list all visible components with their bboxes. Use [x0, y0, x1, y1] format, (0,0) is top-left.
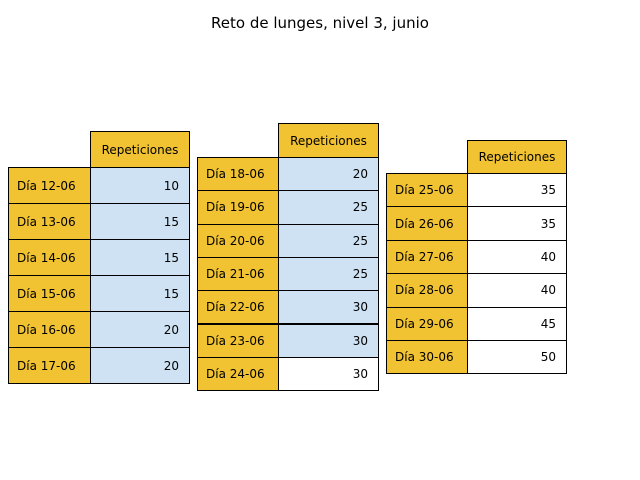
row-label: Día 27-06 [386, 239, 468, 275]
row-label: Día 24-06 [197, 356, 279, 392]
row-label: Día 18-06 [197, 157, 279, 192]
reps-value: 20 [90, 311, 190, 348]
column-header: Repeticiones [90, 131, 190, 168]
reps-value: 50 [467, 340, 567, 375]
reps-value: 35 [467, 206, 567, 241]
reps-value: 35 [467, 173, 567, 208]
reps-value: 15 [90, 239, 190, 276]
chart-title: Reto de lunges, nivel 3, junio [211, 14, 429, 32]
reps-value: 20 [90, 347, 190, 384]
reps-value: 45 [467, 306, 567, 341]
row-label: Día 17-06 [8, 347, 91, 384]
row-label: Día 21-06 [197, 256, 279, 292]
reps-value: 15 [90, 275, 190, 312]
column-header: Repeticiones [467, 140, 567, 174]
reps-value: 30 [278, 356, 379, 392]
reps-value: 20 [278, 157, 379, 192]
column-header: Repeticiones [278, 123, 379, 158]
reps-value: 15 [90, 203, 190, 240]
reps-value: 25 [278, 223, 379, 258]
reps-value: 30 [278, 290, 379, 325]
reps-value: 25 [278, 190, 379, 225]
reps-value: 40 [467, 273, 567, 308]
reps-value: 25 [278, 256, 379, 292]
reps-value: 30 [278, 323, 379, 358]
row-label: Día 23-06 [197, 323, 279, 358]
row-label: Día 16-06 [8, 311, 91, 348]
reps-value: 40 [467, 239, 567, 275]
row-label: Día 20-06 [197, 223, 279, 258]
row-label: Día 28-06 [386, 273, 468, 308]
row-label: Día 12-06 [8, 167, 91, 204]
row-label: Día 25-06 [386, 173, 468, 208]
row-label: Día 30-06 [386, 340, 468, 375]
row-label: Día 29-06 [386, 306, 468, 341]
row-label: Día 22-06 [197, 290, 279, 325]
row-label: Día 15-06 [8, 275, 91, 312]
row-label: Día 26-06 [386, 206, 468, 241]
row-label: Día 14-06 [8, 239, 91, 276]
row-label: Día 19-06 [197, 190, 279, 225]
reps-value: 10 [90, 167, 190, 204]
row-label: Día 13-06 [8, 203, 91, 240]
